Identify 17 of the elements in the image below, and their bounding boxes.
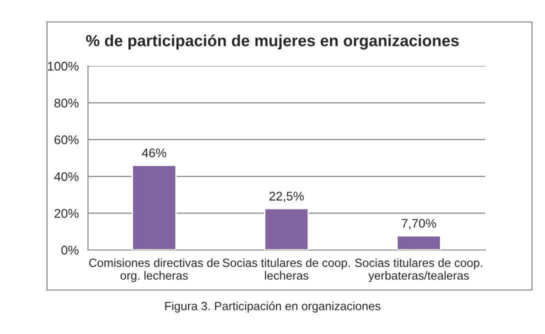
bar xyxy=(396,235,442,250)
chart-title: % de participación de mujeres en organizaciones xyxy=(86,34,459,50)
data-label: 46% xyxy=(142,148,166,158)
data-label: 7,70% xyxy=(402,218,436,230)
y-tick-label: 100% xyxy=(48,62,79,71)
text: Figura 3. Participación en organizaciones xyxy=(165,301,380,313)
data-label: 22,5% xyxy=(269,192,304,202)
x-tick-label: Comisiones directivas de org. lecheras xyxy=(89,258,220,282)
x-tick-label: Socias titulares de coop. lecheras xyxy=(222,258,350,280)
x-tick-label: Socias titulares de coop. yerbateras/tealeras xyxy=(355,258,482,282)
bar xyxy=(132,164,177,250)
y-tick-label: 60% xyxy=(54,135,79,144)
y-tick-label: 40% xyxy=(54,172,79,182)
bar xyxy=(264,208,310,250)
y-tick-label: 0% xyxy=(61,246,79,255)
y-tick-label: 20% xyxy=(54,209,79,218)
y-tick-label: 80% xyxy=(54,98,79,108)
